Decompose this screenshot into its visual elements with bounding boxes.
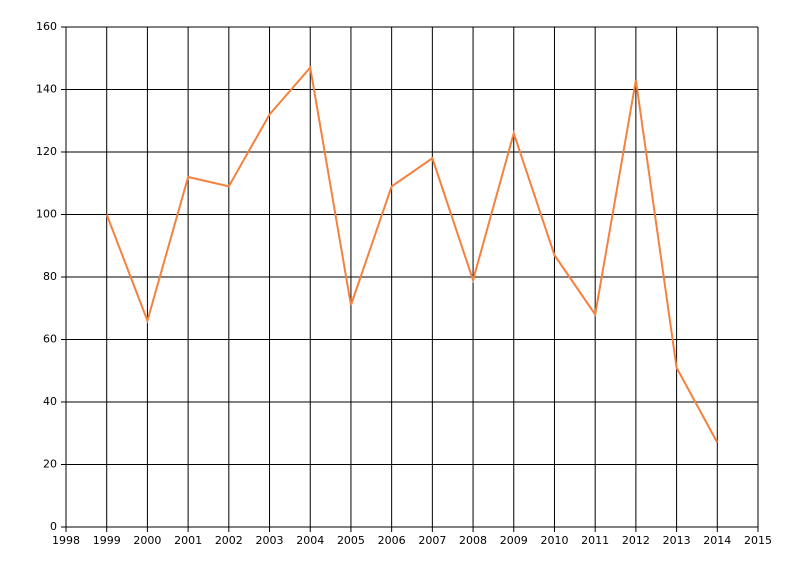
x-tick-label: 2010 [540, 534, 568, 547]
x-tick-label: 2001 [174, 534, 202, 547]
x-tick-label: 2015 [744, 534, 772, 547]
x-tick-label: 1999 [93, 534, 121, 547]
x-tick-label: 2013 [663, 534, 691, 547]
x-tick-label: 2011 [581, 534, 609, 547]
data-line [105, 65, 719, 444]
x-tick-label: 2005 [337, 534, 365, 547]
x-tick-label: 2002 [215, 534, 243, 547]
x-tick-label: 2006 [378, 534, 406, 547]
y-tick-label: 140 [36, 83, 57, 96]
y-tick-label: 20 [43, 458, 57, 471]
y-tick-label: 60 [43, 333, 57, 346]
x-tick-label: 2004 [296, 534, 324, 547]
y-tick-label: 160 [36, 20, 57, 33]
x-tick-label: 2012 [622, 534, 650, 547]
y-tick-label: 100 [36, 208, 57, 221]
x-tick-label: 1998 [52, 534, 80, 547]
x-tick-label: 2014 [703, 534, 731, 547]
x-tick-label: 2009 [500, 534, 528, 547]
y-tick-label: 40 [43, 395, 57, 408]
y-tick-label: 80 [43, 270, 57, 283]
x-tick-label: 2008 [459, 534, 487, 547]
x-tick-label: 2003 [256, 534, 284, 547]
y-tick-label: 120 [36, 145, 57, 158]
y-tick-label: 0 [50, 520, 57, 533]
x-tick-label: 2007 [418, 534, 446, 547]
x-tick-label: 2000 [133, 534, 161, 547]
